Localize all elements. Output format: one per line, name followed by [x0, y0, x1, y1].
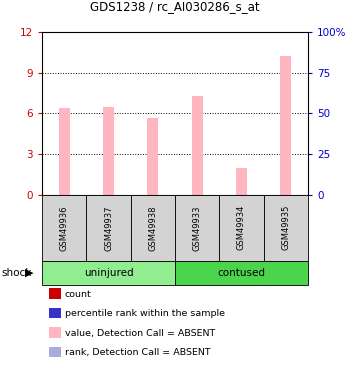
Text: shock: shock	[2, 268, 32, 278]
Bar	[42, 261, 175, 285]
Text: GSM49934: GSM49934	[237, 205, 246, 251]
Text: GSM49938: GSM49938	[148, 205, 158, 251]
Bar	[175, 261, 308, 285]
Bar	[280, 56, 291, 195]
Text: percentile rank within the sample: percentile rank within the sample	[65, 309, 225, 318]
Bar	[58, 108, 70, 195]
Text: count: count	[65, 290, 91, 299]
Text: GSM49936: GSM49936	[60, 205, 69, 251]
Text: value, Detection Call = ABSENT: value, Detection Call = ABSENT	[65, 329, 215, 338]
Text: uninjured: uninjured	[84, 268, 133, 278]
Bar	[147, 117, 158, 195]
Bar	[236, 168, 247, 195]
Bar	[42, 195, 86, 261]
Text: GSM49935: GSM49935	[281, 205, 290, 251]
Text: GSM49933: GSM49933	[193, 205, 202, 251]
Text: GDS1238 / rc_AI030286_s_at: GDS1238 / rc_AI030286_s_at	[90, 0, 260, 13]
Bar	[175, 195, 219, 261]
Text: ▶: ▶	[25, 268, 34, 278]
Bar	[264, 195, 308, 261]
Text: contused: contused	[217, 268, 266, 278]
Bar	[103, 106, 114, 195]
Bar	[191, 96, 203, 195]
Text: rank, Detection Call = ABSENT: rank, Detection Call = ABSENT	[65, 348, 210, 357]
Bar	[86, 195, 131, 261]
Bar	[131, 195, 175, 261]
Text: GSM49937: GSM49937	[104, 205, 113, 251]
Bar	[219, 195, 264, 261]
